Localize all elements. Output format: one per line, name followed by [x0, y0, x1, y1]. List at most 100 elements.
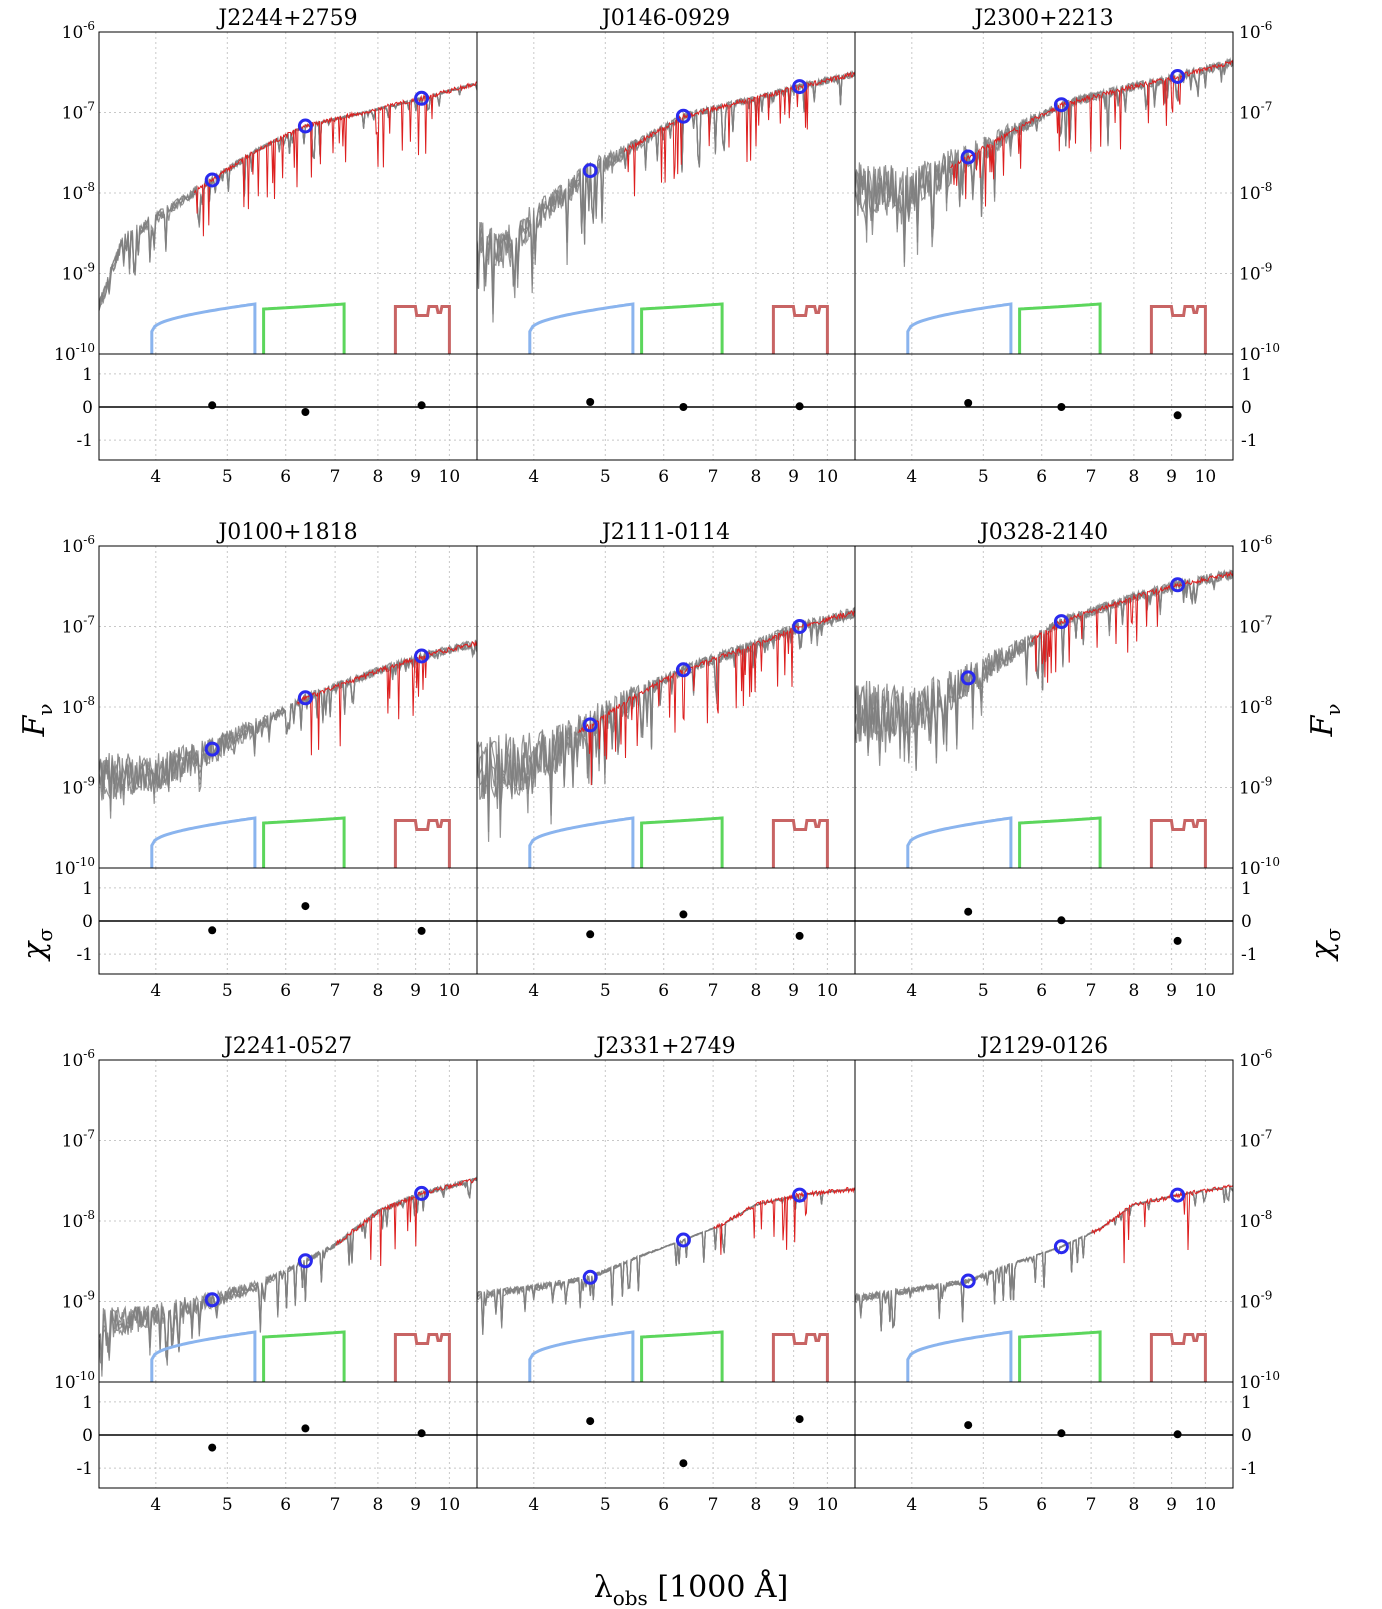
residual-point [586, 1417, 595, 1426]
x-tick-label: 10 [439, 981, 461, 1001]
filter-curve-g [906, 816, 1013, 868]
x-tick-label: 8 [372, 981, 383, 1001]
photometry-point [675, 662, 691, 678]
filter-curve-r [262, 816, 346, 868]
x-tick-label: 5 [978, 981, 989, 1001]
x-tick-label: 8 [750, 981, 761, 1001]
resid-tick-label: -1 [76, 431, 93, 451]
residual-point [1057, 1429, 1066, 1438]
photometry-point [1053, 1239, 1069, 1255]
x-tick-label: 9 [1166, 981, 1177, 1001]
filter-curve-i [1149, 819, 1207, 868]
filter-curve-r [640, 1330, 724, 1382]
x-tick-label: 8 [1128, 467, 1139, 487]
resid-tick-label: 1 [1241, 365, 1252, 385]
y-tick-label: 10-9 [1239, 775, 1272, 799]
model-spectrum-line [99, 640, 477, 800]
filter-curve-i [771, 819, 829, 868]
resid-tick-label: -1 [76, 945, 93, 965]
model-spectra [99, 639, 477, 819]
y-tick-label: 10-7 [1239, 100, 1272, 124]
y-tick-label: 10-10 [1239, 341, 1280, 365]
y-tick-label: 10-6 [62, 533, 95, 557]
resid-tick-label: -1 [1241, 945, 1258, 965]
panel-title: J2111-0114 [600, 520, 730, 545]
filter-curve-r [262, 302, 346, 354]
filter-curve-g [528, 302, 635, 354]
filter-curve-g [906, 302, 1013, 354]
x-tick-label: 4 [528, 981, 539, 1001]
model-spectrum-line [477, 69, 855, 300]
photometry-point [1053, 97, 1069, 113]
panel-title: J2129-0126 [978, 1034, 1108, 1059]
residual-point [795, 1415, 804, 1424]
model-spectrum-line [855, 1185, 1233, 1331]
y-tick-label: 10-7 [62, 614, 95, 638]
resid-tick-label: 0 [82, 398, 93, 418]
observed-spectrum [624, 71, 855, 197]
x-tick-label: 9 [788, 981, 799, 1001]
resid-tick-label: 0 [82, 912, 93, 932]
residual-point [964, 1421, 973, 1430]
photometry-point [960, 149, 976, 165]
y-tick-label: 10-7 [62, 100, 95, 124]
x-tick-label: 6 [1036, 467, 1047, 487]
panel-title: J0328-2140 [978, 520, 1108, 545]
residual-point [417, 926, 426, 935]
panel-J0146-0929: J0146-0929 4 5 6 7 8 9 10 [476, 6, 856, 487]
x-tick-label: 8 [750, 1495, 761, 1515]
model-spectra [99, 1176, 477, 1377]
resid-tick-label: 1 [1241, 1393, 1252, 1413]
y-tick-label: 10-8 [1239, 694, 1272, 718]
y-tick-label: 10-8 [62, 694, 95, 718]
x-tick-label: 8 [372, 1495, 383, 1515]
resid-tick-label: 0 [1241, 398, 1252, 418]
x-tick-label: 6 [280, 467, 291, 487]
filter-curve-i [1149, 1333, 1207, 1382]
x-tick-label: 5 [222, 981, 233, 1001]
x-tick-label: 6 [1036, 1495, 1047, 1515]
resid-tick-label: -1 [1241, 1459, 1258, 1479]
x-tick-label: 6 [280, 981, 291, 1001]
residual-point [208, 1443, 217, 1452]
model-spectrum-line [855, 1183, 1233, 1331]
x-tick-label: 5 [600, 981, 611, 1001]
observed-spectrum [193, 81, 477, 237]
residual-point [964, 907, 973, 916]
filter-curve-r [640, 816, 724, 868]
filter-curve-g [150, 816, 257, 868]
filter-curve-g [150, 1330, 257, 1382]
x-tick-label: 6 [658, 1495, 669, 1515]
ylabel-main-left: Fν [17, 704, 57, 738]
x-tick-label: 7 [330, 467, 341, 487]
photometry-point [414, 1185, 430, 1201]
x-tick-label: 4 [150, 1495, 161, 1515]
resid-tick-label: 1 [82, 365, 93, 385]
x-tick-label: 5 [600, 1495, 611, 1515]
x-tick-label: 9 [788, 1495, 799, 1515]
x-tick-label: 6 [658, 981, 669, 1001]
x-tick-label: 4 [906, 1495, 917, 1515]
photometry-point [960, 670, 976, 686]
resid-tick-label: 1 [1241, 879, 1252, 899]
panel-title: J0146-0929 [600, 6, 730, 31]
x-tick-label: 7 [708, 467, 719, 487]
x-tick-label: 7 [1086, 981, 1097, 1001]
x-tick-label: 7 [330, 981, 341, 1001]
photometry-point [1053, 614, 1069, 630]
panel-title: J2241-0527 [222, 1034, 352, 1059]
filter-curve-i [393, 305, 451, 354]
model-spectrum-line [855, 1185, 1233, 1332]
observed-spectrum [713, 1186, 855, 1255]
y-tick-label: 10-8 [1239, 180, 1272, 204]
x-tick-label: 4 [528, 1495, 539, 1515]
model-spectrum-line [477, 1188, 855, 1329]
observed-spectrum [1031, 571, 1233, 683]
panel-title: J0100+1818 [216, 520, 357, 545]
observed-spectrum [335, 1177, 477, 1267]
photometry-point [1170, 1187, 1186, 1203]
